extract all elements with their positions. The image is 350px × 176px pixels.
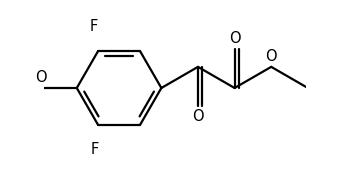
Text: O: O: [265, 49, 277, 64]
Text: F: F: [90, 19, 98, 34]
Text: F: F: [91, 142, 99, 157]
Text: O: O: [229, 31, 240, 46]
Text: O: O: [192, 109, 204, 124]
Text: O: O: [35, 70, 47, 85]
